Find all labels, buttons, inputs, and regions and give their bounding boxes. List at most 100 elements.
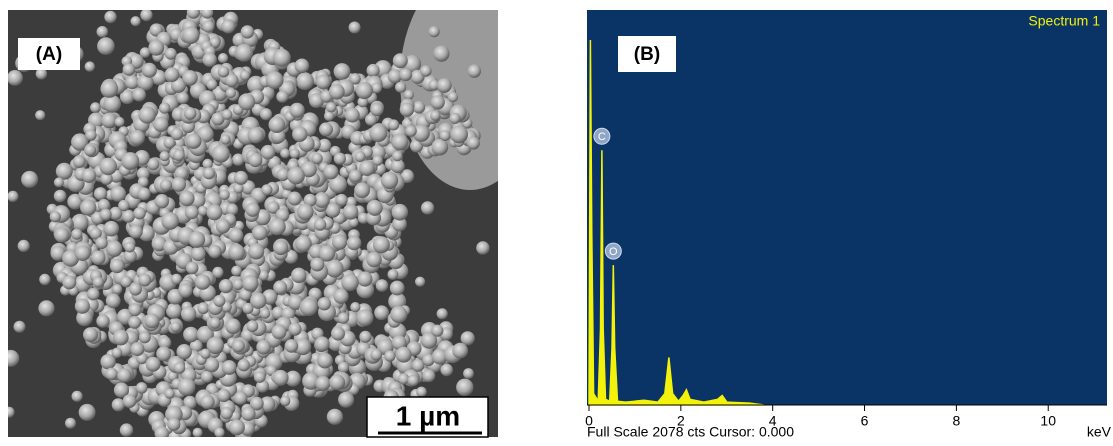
- particle: [338, 312, 349, 323]
- particle: [186, 133, 202, 149]
- particle: [323, 164, 338, 179]
- particle: [212, 145, 230, 163]
- particle: [186, 262, 199, 275]
- particle: [338, 392, 354, 408]
- particle: [334, 153, 346, 165]
- particle: [93, 277, 104, 288]
- particle: [440, 130, 451, 141]
- particle: [106, 240, 123, 257]
- particle: [165, 48, 177, 60]
- peak-label: O: [609, 246, 618, 258]
- particle: [80, 199, 96, 215]
- particle: [56, 163, 73, 180]
- particle: [128, 316, 141, 329]
- particle: [260, 308, 270, 318]
- particle: [315, 336, 330, 351]
- particle: [173, 149, 185, 161]
- particle: [145, 314, 160, 329]
- particle: [112, 284, 122, 294]
- particle: [146, 357, 161, 372]
- particle: [295, 59, 310, 74]
- particle: [90, 102, 101, 113]
- particle: [291, 268, 306, 283]
- particle: [101, 113, 116, 128]
- particle: [329, 84, 345, 100]
- particle: [370, 103, 383, 116]
- particle: [62, 275, 76, 289]
- particle: [38, 300, 54, 316]
- particle: [404, 90, 414, 100]
- particle: [384, 350, 395, 361]
- particle: [241, 25, 254, 38]
- particle: [133, 207, 145, 219]
- particle: [139, 332, 151, 344]
- particle: [390, 281, 405, 296]
- particle: [106, 293, 121, 308]
- figure: (A) 1 µm Spectrum 1(B)CO0246810Full Scal…: [0, 0, 1113, 441]
- particle: [273, 49, 291, 67]
- particle: [415, 277, 425, 287]
- particle: [476, 241, 489, 254]
- particle: [357, 309, 374, 326]
- particle: [142, 63, 157, 78]
- particle: [463, 368, 474, 379]
- particle: [171, 274, 182, 285]
- particle: [214, 427, 224, 437]
- particle: [247, 320, 259, 332]
- particle: [130, 130, 145, 145]
- particle: [390, 306, 407, 323]
- particle: [161, 212, 179, 230]
- particle: [350, 302, 360, 312]
- particle: [369, 124, 387, 142]
- particle: [335, 194, 347, 206]
- particle: [18, 240, 30, 252]
- particle: [221, 19, 235, 33]
- particle: [326, 260, 344, 278]
- particle: [349, 22, 361, 34]
- particle: [429, 26, 440, 37]
- particle: [359, 331, 371, 343]
- particle: [153, 117, 168, 132]
- particle: [83, 327, 98, 342]
- particle: [99, 158, 117, 176]
- particle: [71, 214, 88, 231]
- particle: [85, 129, 96, 140]
- particle: [431, 325, 443, 337]
- particle: [269, 116, 286, 133]
- particle: [357, 271, 372, 286]
- particle: [35, 110, 45, 120]
- particle: [315, 376, 330, 391]
- particle: [178, 283, 193, 298]
- particle: [392, 151, 403, 162]
- particle: [400, 102, 414, 116]
- particle: [222, 360, 237, 375]
- particle: [440, 364, 453, 377]
- particle: [273, 240, 288, 255]
- particle: [437, 308, 448, 319]
- particle: [213, 295, 225, 307]
- x-axis-label: keV: [1087, 424, 1112, 440]
- particle: [248, 243, 264, 259]
- particle: [182, 26, 200, 44]
- particle: [129, 283, 142, 296]
- particle: [241, 407, 255, 421]
- particle: [181, 306, 196, 321]
- particle: [452, 343, 468, 359]
- particle: [203, 167, 215, 179]
- particle: [125, 75, 139, 89]
- particle: [139, 106, 156, 123]
- particle: [317, 353, 333, 369]
- particle: [280, 396, 290, 406]
- particle: [130, 342, 144, 356]
- spectrum: Spectrum 1(B)CO0246810Full Scale 2078 ct…: [585, 10, 1112, 440]
- particle: [138, 187, 151, 200]
- particle: [250, 293, 266, 309]
- particle: [331, 327, 345, 341]
- particle: [212, 267, 223, 278]
- particle: [100, 80, 118, 98]
- particle: [399, 68, 412, 81]
- particle: [225, 318, 241, 334]
- particle: [91, 250, 106, 265]
- particle: [110, 186, 126, 202]
- particle: [392, 204, 409, 221]
